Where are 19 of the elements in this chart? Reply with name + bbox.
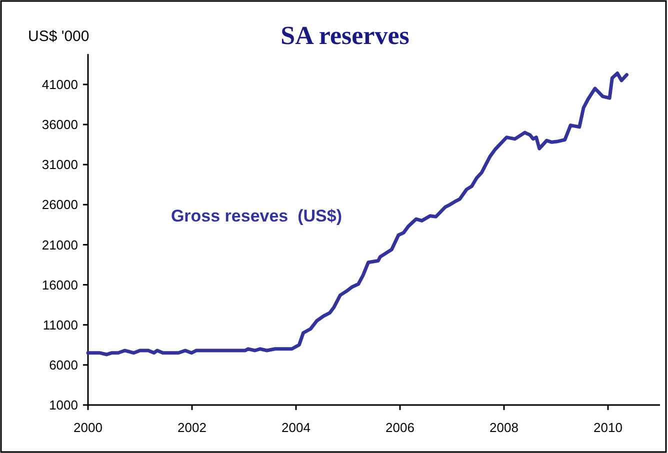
y-tick-label: 41000 xyxy=(42,77,78,92)
y-tick-label: 21000 xyxy=(42,237,78,252)
line-series xyxy=(86,71,628,356)
chart-title: SA reserves xyxy=(280,21,410,50)
y-tick-label: 31000 xyxy=(42,157,78,172)
y-tick-label: 26000 xyxy=(42,197,78,212)
y-tick-label: 1000 xyxy=(49,398,78,413)
y-tick-label: 16000 xyxy=(42,277,78,292)
x-tick-label: 2006 xyxy=(386,420,414,435)
x-tick-label: 2004 xyxy=(282,420,310,435)
x-tick-label: 2000 xyxy=(74,420,102,435)
y-tick-label: 6000 xyxy=(49,357,78,372)
x-tick-label: 2002 xyxy=(178,420,206,435)
y-axis-title: US$ '000 xyxy=(28,28,90,45)
x-tick-label: 2010 xyxy=(594,420,622,435)
y-tick-label: 11000 xyxy=(42,317,78,332)
text: Gross reseves (US$) xyxy=(170,206,342,226)
x-tick-label: 2008 xyxy=(490,420,518,435)
y-tick-label: 36000 xyxy=(42,117,78,132)
